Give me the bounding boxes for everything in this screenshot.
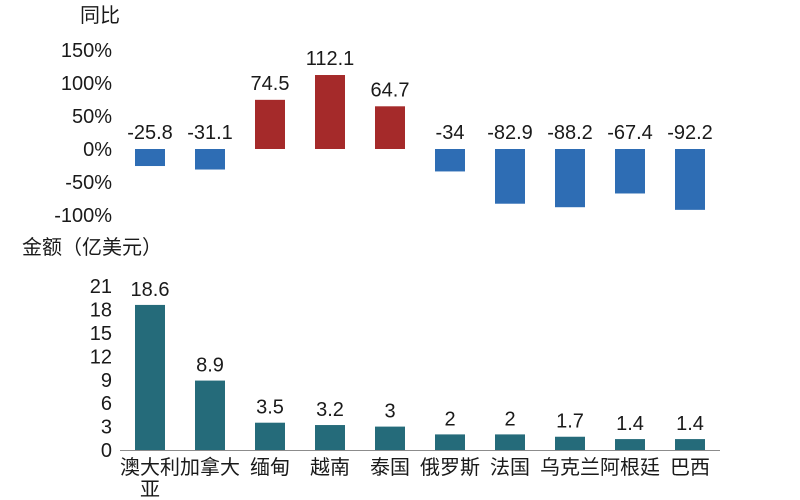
category-label: 澳大利亚 — [120, 456, 180, 500]
yoy-axis-title: 同比 — [80, 4, 120, 27]
category-label: 加拿大 — [180, 455, 240, 479]
category-label: 泰国 — [370, 456, 410, 479]
amount-bar — [555, 436, 585, 450]
amount-bar — [615, 439, 645, 450]
yoy-data-label: -92.2 — [667, 122, 713, 144]
yoy-bar — [675, 149, 705, 210]
yoy-bar — [195, 149, 225, 170]
yoy-data-label: -88.2 — [547, 122, 593, 144]
amount-axis-title: 金额（亿美元） — [22, 236, 162, 259]
amount-tick-label: 9 — [101, 370, 112, 392]
amount-data-label: 2 — [504, 408, 515, 430]
yoy-bar — [615, 149, 645, 194]
amount-tick-label: 12 — [90, 346, 112, 368]
amount-data-label: 18.6 — [131, 279, 170, 301]
amount-data-label: 3.2 — [316, 399, 344, 421]
amount-data-label: 1.4 — [616, 413, 644, 435]
yoy-data-label: -82.9 — [487, 122, 533, 144]
amount-bar — [255, 422, 285, 450]
yoy-bar — [255, 99, 285, 149]
amount-bar — [195, 380, 225, 450]
amount-data-label: 1.7 — [556, 411, 584, 433]
yoy-data-label: -25.8 — [127, 122, 173, 144]
category-label: 乌克兰 — [540, 456, 600, 479]
yoy-tick-label: 0% — [83, 139, 112, 161]
yoy-bar — [555, 149, 585, 208]
amount-tick-label: 18 — [90, 300, 112, 322]
amount-tick-label: 21 — [90, 276, 112, 298]
amount-data-label: 3 — [384, 401, 395, 423]
amount-bar — [135, 304, 165, 450]
yoy-tick-label: 100% — [61, 73, 112, 95]
yoy-bar — [495, 149, 525, 204]
amount-tick-label: 0 — [101, 440, 112, 462]
yoy-data-label: 112.1 — [306, 48, 355, 70]
amount-data-label: 2 — [444, 408, 455, 430]
amount-tick-label: 3 — [101, 417, 112, 439]
amount-data-label: 3.5 — [256, 397, 284, 419]
category-label: 越南 — [310, 456, 350, 479]
yoy-data-label: 74.5 — [251, 73, 290, 95]
amount-bar — [435, 434, 465, 450]
yoy-bar — [315, 75, 345, 149]
amount-bar — [675, 439, 705, 450]
yoy-bar — [135, 149, 165, 167]
amount-tick-label: 6 — [101, 393, 112, 415]
category-label: 巴西 — [670, 457, 710, 479]
amount-data-label: 1.4 — [676, 413, 704, 435]
yoy-bar — [435, 149, 465, 172]
amount-bar — [315, 425, 345, 450]
yoy-data-label: -31.1 — [187, 122, 233, 144]
yoy-data-label: 64.7 — [371, 79, 410, 101]
category-label: 俄罗斯 — [420, 456, 480, 479]
yoy-tick-label: 150% — [61, 40, 112, 62]
category-label: 法国 — [490, 456, 530, 479]
yoy-data-label: -67.4 — [607, 122, 653, 144]
amount-data-label: 8.9 — [196, 355, 224, 377]
yoy-tick-label: 50% — [72, 106, 112, 128]
yoy-tick-label: -100% — [54, 205, 112, 227]
yoy-tick-label: -50% — [65, 172, 112, 194]
category-label: 阿根廷 — [600, 456, 660, 479]
yoy-chart: 150% 100% 50% 0% -50% -100% -25.8 -31.1 74.5 112.… — [54, 40, 713, 227]
yoy-data-label: -34 — [436, 122, 465, 144]
amount-tick-label: 15 — [90, 323, 112, 345]
yoy-bar — [375, 106, 405, 149]
amount-bar — [375, 426, 405, 450]
category-label: 缅甸 — [250, 456, 290, 479]
amount-bar — [495, 434, 525, 450]
